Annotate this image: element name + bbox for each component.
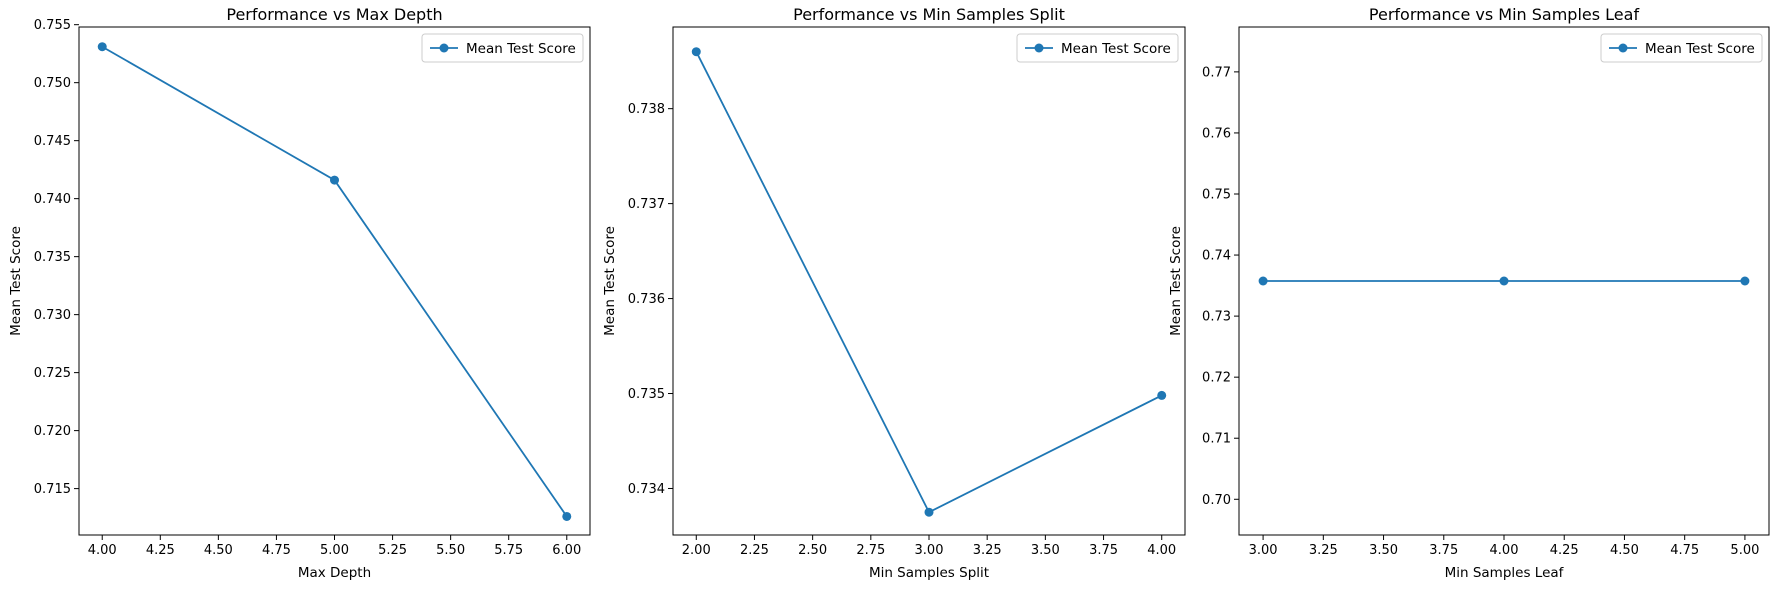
- y-tick-label: 0.70: [1202, 493, 1231, 508]
- y-tick-label: 0.735: [628, 387, 665, 402]
- x-tick-label: 5.50: [436, 543, 465, 558]
- x-tick-label: 4.00: [1147, 543, 1176, 558]
- y-axis-label: Mean Test Score: [8, 226, 24, 336]
- chart-panel-2: Performance vs Min Samples Split 2.00 2.25…: [602, 5, 1186, 581]
- x-tick-label: 3.75: [1089, 543, 1118, 558]
- legend-label: Mean Test Score: [1061, 41, 1171, 57]
- y-tick-label: 0.737: [628, 197, 665, 212]
- x-axis-label: Min Samples Split: [869, 565, 989, 581]
- legend-label: Mean Test Score: [466, 41, 576, 57]
- legend: Mean Test Score: [421, 33, 584, 63]
- series-line: [695, 51, 1163, 514]
- x-tick-label: 5.00: [1730, 543, 1759, 558]
- x-tick-label: 3.50: [1369, 543, 1398, 558]
- data-point: [562, 511, 572, 521]
- y-tick-label: 0.73: [1202, 310, 1231, 325]
- x-tick-label: 6.00: [552, 543, 581, 558]
- x-tick-label: 2.75: [856, 543, 885, 558]
- x-axis-label: Min Samples Leaf: [1445, 565, 1565, 581]
- data-point: [1740, 276, 1750, 286]
- chart-title: Performance vs Min Samples Split: [793, 5, 1065, 24]
- chart-panel-1: Performance vs Max Depth 4.00 4.25 4.50 4.75…: [8, 5, 591, 581]
- y-tick-label: 0.74: [1202, 249, 1231, 264]
- plot-frame: [78, 26, 591, 536]
- x-tick-label: 4.25: [1550, 543, 1579, 558]
- x-tick-label: 3.25: [1309, 543, 1338, 558]
- y-tick-label: 0.720: [34, 424, 71, 439]
- legend-marker: [1034, 43, 1044, 53]
- x-tick-label: 4.50: [204, 543, 233, 558]
- data-point: [924, 507, 934, 517]
- data-point: [1258, 276, 1268, 286]
- series-line: [101, 45, 568, 517]
- x-tick-label: 3.00: [915, 543, 944, 558]
- y-tick-label: 0.725: [34, 366, 71, 381]
- y-axis-label: Mean Test Score: [1168, 226, 1184, 336]
- legend-marker: [439, 43, 449, 53]
- y-tick-label: 0.750: [34, 76, 71, 91]
- x-tick-label: 2.25: [740, 543, 769, 558]
- y-tick-label: 0.71: [1202, 432, 1231, 447]
- y-tick-label: 0.730: [34, 308, 71, 323]
- legend-box: [1600, 33, 1763, 63]
- y-tick-label: 0.735: [34, 250, 71, 265]
- y-tick-label: 0.740: [34, 192, 71, 207]
- y-tick-label: 0.738: [628, 102, 665, 117]
- x-tick-label: 4.00: [88, 543, 117, 558]
- legend: Mean Test Score: [1600, 33, 1763, 63]
- x-tick-label: 2.00: [682, 543, 711, 558]
- y-tick-label: 0.745: [34, 134, 71, 149]
- x-tick-label: 2.50: [798, 543, 827, 558]
- x-tick-label: 3.00: [1249, 543, 1278, 558]
- chart-title: Performance vs Min Samples Leaf: [1369, 5, 1640, 24]
- y-tick-label: 0.75: [1202, 187, 1231, 202]
- y-tick-label: 0.72: [1202, 371, 1231, 386]
- x-tick-label: 3.25: [973, 543, 1002, 558]
- data-point: [1157, 390, 1167, 400]
- x-tick-label: 4.00: [1490, 543, 1519, 558]
- x-axis-label: Max Depth: [298, 565, 371, 581]
- y-tick-label: 0.715: [34, 482, 71, 497]
- y-tick-label: 0.755: [34, 18, 71, 33]
- legend-box: [421, 33, 584, 63]
- y-axis-label: Mean Test Score: [602, 226, 618, 336]
- chart-title: Performance vs Max Depth: [226, 5, 442, 24]
- x-tick-label: 4.50: [1610, 543, 1639, 558]
- plot-frame: [672, 26, 1186, 536]
- plot-frame: [1238, 26, 1770, 536]
- y-tick-label: 0.736: [628, 292, 665, 307]
- data-point: [330, 175, 339, 185]
- x-tick-label: 3.50: [1031, 543, 1060, 558]
- legend: Mean Test Score: [1016, 33, 1179, 63]
- legend-box: [1016, 33, 1179, 63]
- x-tick-label: 4.75: [1670, 543, 1699, 558]
- y-tick-label: 0.77: [1202, 65, 1231, 80]
- x-tick-label: 4.25: [146, 543, 175, 558]
- chart-panel-3: Performance vs Min Samples Leaf 3.00 3.25 3…: [1168, 5, 1770, 581]
- x-tick-label: 5.00: [320, 543, 349, 558]
- x-tick-label: 5.75: [494, 543, 523, 558]
- data-point: [691, 47, 701, 57]
- legend-label: Mean Test Score: [1645, 41, 1755, 57]
- data-point: [97, 42, 107, 52]
- x-tick-label: 4.75: [262, 543, 291, 558]
- y-tick-label: 0.734: [628, 482, 665, 497]
- legend-marker: [1618, 43, 1628, 53]
- y-tick-label: 0.76: [1202, 126, 1231, 141]
- x-tick-label: 5.25: [378, 543, 407, 558]
- x-tick-label: 3.75: [1429, 543, 1458, 558]
- data-point: [1499, 276, 1509, 286]
